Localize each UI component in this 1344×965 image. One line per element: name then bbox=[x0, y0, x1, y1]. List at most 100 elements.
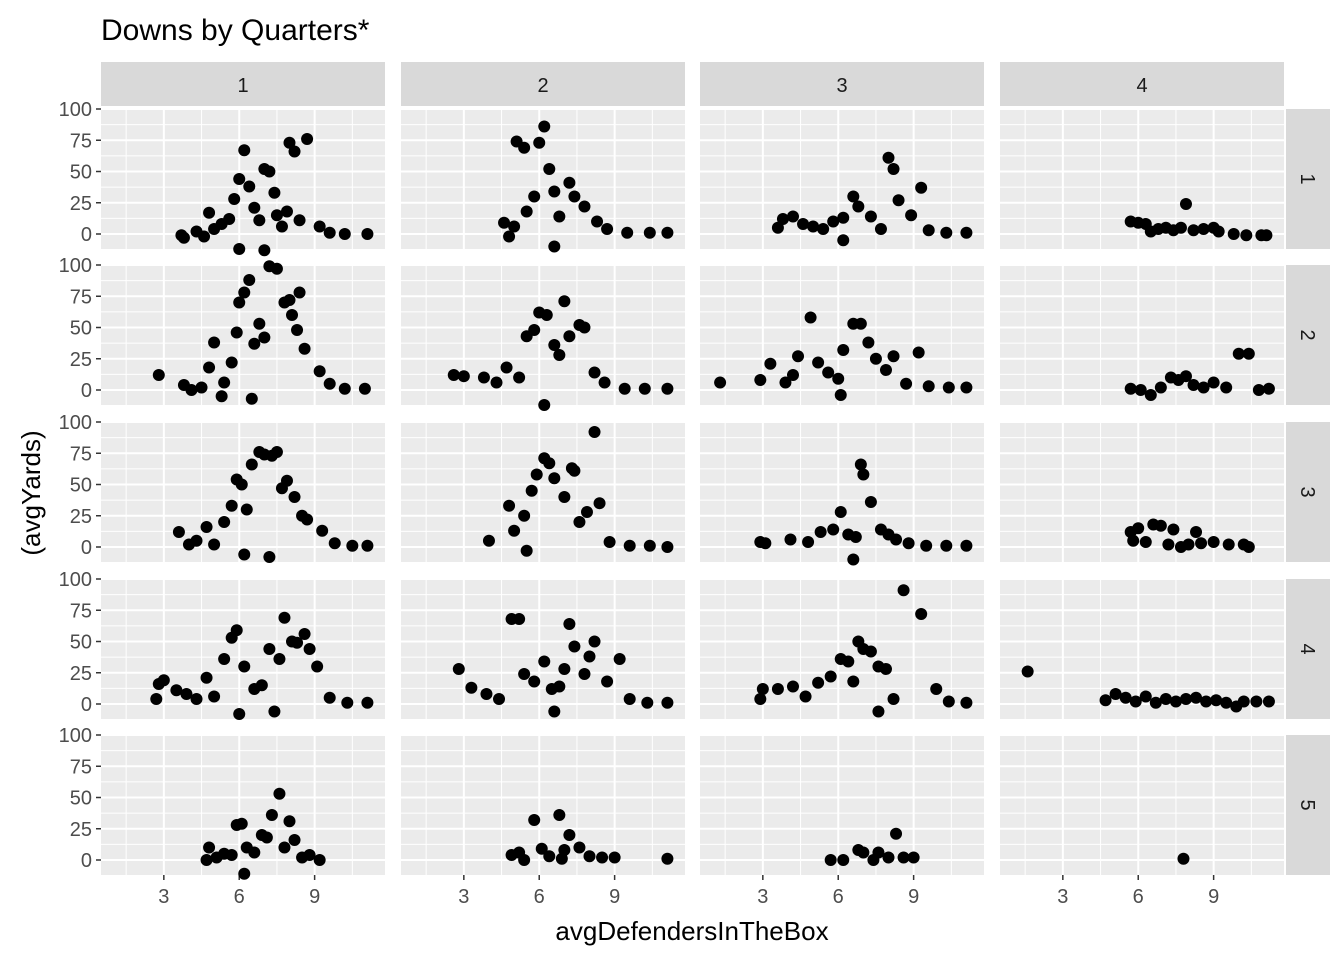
data-point bbox=[786, 210, 799, 223]
data-point bbox=[268, 186, 281, 199]
data-point bbox=[283, 136, 296, 149]
y-tick-label: 0 bbox=[81, 537, 92, 559]
data-point bbox=[573, 516, 586, 528]
y-tick-label: 50 bbox=[70, 632, 92, 654]
data-point bbox=[1207, 536, 1220, 548]
data-point bbox=[203, 841, 216, 854]
data-point bbox=[784, 533, 797, 546]
y-tick-label: 100 bbox=[59, 99, 92, 121]
data-point bbox=[661, 696, 674, 709]
data-point bbox=[1242, 347, 1255, 360]
data-point bbox=[568, 464, 581, 477]
data-point bbox=[268, 705, 281, 718]
data-point bbox=[714, 376, 727, 389]
data-point bbox=[890, 533, 903, 546]
data-point bbox=[837, 234, 850, 247]
data-point bbox=[361, 696, 374, 709]
data-point bbox=[493, 693, 506, 705]
data-point bbox=[313, 220, 326, 233]
data-point bbox=[1167, 523, 1180, 536]
data-point bbox=[764, 357, 777, 370]
data-point bbox=[897, 851, 910, 864]
data-point bbox=[500, 361, 513, 374]
data-point bbox=[601, 223, 614, 235]
data-point bbox=[225, 356, 238, 369]
data-point bbox=[215, 390, 228, 403]
data-point bbox=[253, 317, 266, 330]
data-point bbox=[842, 655, 855, 668]
data-point bbox=[152, 369, 165, 381]
data-point bbox=[208, 690, 221, 703]
data-point bbox=[897, 584, 910, 597]
data-point bbox=[498, 216, 511, 229]
data-point bbox=[812, 676, 825, 689]
data-point bbox=[1154, 519, 1167, 532]
data-point bbox=[313, 365, 326, 378]
data-point bbox=[482, 534, 495, 547]
data-point bbox=[1190, 526, 1203, 538]
data-point bbox=[508, 524, 521, 537]
data-point bbox=[218, 653, 231, 665]
y-tick-label: 75 bbox=[70, 130, 92, 152]
data-point bbox=[1240, 229, 1253, 242]
data-point bbox=[807, 220, 820, 233]
data-point bbox=[1119, 691, 1132, 704]
y-tick-label: 25 bbox=[70, 663, 92, 685]
data-point bbox=[301, 133, 314, 145]
data-point bbox=[190, 534, 203, 547]
data-point bbox=[817, 223, 830, 235]
data-point bbox=[1187, 224, 1200, 237]
data-point bbox=[1210, 694, 1223, 707]
data-point bbox=[283, 815, 296, 828]
y-tick-label: 50 bbox=[70, 788, 92, 810]
data-point bbox=[200, 671, 213, 684]
data-point bbox=[1139, 536, 1152, 548]
data-point bbox=[641, 696, 654, 709]
data-point bbox=[920, 539, 933, 552]
data-point bbox=[238, 144, 251, 157]
data-point bbox=[528, 675, 541, 688]
data-point bbox=[225, 499, 238, 512]
data-point bbox=[200, 854, 213, 866]
y-tick-label: 50 bbox=[70, 318, 92, 340]
data-point bbox=[1200, 695, 1213, 708]
data-point bbox=[623, 693, 636, 705]
data-point bbox=[316, 524, 329, 537]
data-point bbox=[771, 221, 784, 234]
data-point bbox=[235, 817, 248, 830]
data-point bbox=[208, 538, 221, 551]
data-point bbox=[779, 376, 792, 389]
y-tick-label: 0 bbox=[81, 694, 92, 716]
data-point bbox=[238, 660, 251, 673]
data-point bbox=[887, 163, 900, 175]
data-point bbox=[1134, 384, 1147, 396]
data-point bbox=[623, 539, 636, 552]
column-strip-1 bbox=[101, 62, 385, 106]
data-point bbox=[661, 226, 674, 239]
y-tick-label: 75 bbox=[70, 286, 92, 308]
data-point bbox=[593, 497, 606, 510]
data-point bbox=[286, 309, 299, 321]
data-point bbox=[538, 120, 551, 133]
data-point bbox=[849, 531, 862, 543]
data-point bbox=[245, 392, 258, 405]
data-point bbox=[879, 663, 892, 675]
data-point bbox=[1220, 696, 1233, 709]
chart-title: Downs by Quarters* bbox=[101, 14, 370, 47]
data-point bbox=[1250, 695, 1263, 708]
data-point bbox=[528, 814, 541, 826]
data-point bbox=[1207, 376, 1220, 389]
data-point bbox=[1182, 538, 1195, 551]
data-point bbox=[1124, 382, 1137, 395]
data-point bbox=[235, 478, 248, 491]
data-point bbox=[280, 474, 293, 487]
y-tick-label: 75 bbox=[70, 756, 92, 778]
data-point bbox=[792, 350, 805, 363]
data-point bbox=[520, 205, 533, 218]
x-tick-label: 3 bbox=[1057, 886, 1068, 908]
data-point bbox=[457, 370, 470, 383]
data-point bbox=[588, 426, 601, 438]
data-point bbox=[869, 352, 882, 365]
data-point bbox=[1127, 534, 1140, 547]
data-point bbox=[465, 681, 478, 694]
